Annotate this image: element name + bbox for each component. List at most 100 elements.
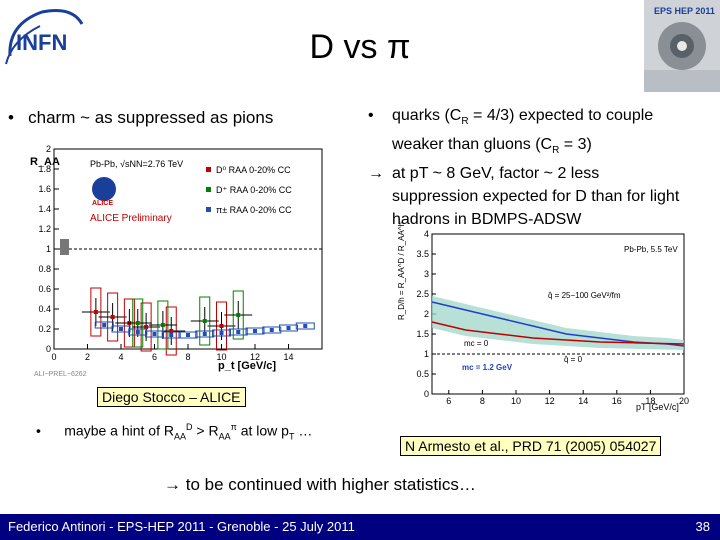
pion-point <box>236 330 241 334</box>
y-tick-label: 1 <box>424 349 429 359</box>
pion-point <box>253 329 257 333</box>
pion-point <box>186 333 190 337</box>
pion-syst-box <box>212 329 231 337</box>
dplus-point <box>160 323 165 327</box>
right-bullet-line: weaker than gluons (CR = 3) <box>392 136 592 157</box>
y-tick-label: 1 <box>46 244 51 254</box>
uncertainty-band <box>432 296 684 350</box>
preliminary-label: ALICE Preliminary <box>90 213 172 224</box>
right-bullet-line: • quarks (CR = 4/3) expected to couple <box>364 104 720 133</box>
x-tick-label: 0 <box>51 352 56 362</box>
legend-d0: D⁰ RAA 0-20% CC <box>216 165 291 175</box>
y-tick-label: 2.5 <box>416 289 429 299</box>
d0-point <box>93 310 98 314</box>
x-tick-label: 6 <box>152 352 157 362</box>
svg-text:ALICE: ALICE <box>92 200 113 207</box>
left-bullet-text: charm ~ as suppressed as pions <box>28 108 274 127</box>
legend-dplus: D⁺ RAA 0-20% CC <box>216 185 292 195</box>
x-tick-label: 2 <box>85 352 90 362</box>
continued-note: → to be continued with higher statistics… <box>164 475 476 494</box>
mc12-label: mc = 1.2 GeV <box>462 363 513 372</box>
x-tick-label: 20 <box>679 396 689 406</box>
x-tick-label: 10 <box>216 352 226 362</box>
pion-syst-box <box>161 331 181 339</box>
y-tick-label: 1.5 <box>416 329 429 339</box>
conference-logo: EPS HEP 2011 <box>644 0 720 92</box>
theory-ratio-plot: R_D/h = R_AA^D / R_AA^h pT [GeV/c] Pb-Pb… <box>397 220 696 416</box>
pion-point <box>303 324 308 328</box>
y-tick-label: 2 <box>424 309 429 319</box>
alice-raa-plot: R_AA p_t [GeV/c] Pb-Pb, √sNN=2.76 TeV AL… <box>28 143 334 383</box>
right-bullet-line: suppression expected for D than for ligh… <box>392 188 680 206</box>
y-axis-label: R_AA <box>30 156 60 168</box>
y-tick-label: 0.5 <box>416 369 429 379</box>
pion-point <box>152 332 157 336</box>
dplus-point <box>135 321 140 325</box>
plot-caption: ALI−PREL−6262 <box>34 371 87 378</box>
y-tick-label: 2 <box>46 144 51 154</box>
y-tick-label: 4 <box>424 229 429 239</box>
y-tick-label: 1.4 <box>38 204 51 214</box>
pion-syst-box <box>228 328 248 336</box>
d0-point <box>169 329 174 333</box>
d0-point <box>144 325 149 329</box>
y-tick-label: 0 <box>46 344 51 354</box>
y-tick-label: 1.8 <box>38 164 51 174</box>
pion-syst-box <box>279 324 298 332</box>
pion-point <box>219 331 224 335</box>
x-axis-label: pT [GeV/c] <box>636 402 679 412</box>
hint-bullet: • maybe a hint of RAAD > RAAπ at low pT … <box>36 422 313 442</box>
dplus-point <box>236 313 241 317</box>
arrow-icon: → <box>368 165 384 183</box>
normalization-box <box>60 239 69 255</box>
y-tick-label: 0.4 <box>38 304 51 314</box>
mc0-label: mc = 0 <box>464 339 489 348</box>
y-axis-label: R_D/h = R_AA^D / R_AA^h <box>398 222 406 320</box>
system-label: Pb-Pb, 5.5 TeV <box>624 245 678 254</box>
system-label: Pb-Pb, √sNN=2.76 TeV <box>90 159 183 169</box>
legend: D⁰ RAA 0-20% CC D⁺ RAA 0-20% CC π± RAA 0… <box>206 165 292 215</box>
x-tick-label: 8 <box>185 352 190 362</box>
x-tick-label: 14 <box>283 352 293 362</box>
y-tick-label: 3 <box>424 269 429 279</box>
y-tick-label: 0 <box>424 389 429 399</box>
page-number: 38 <box>695 519 710 534</box>
logo-text: INFN <box>16 30 67 55</box>
right-bullet-line: hadrons in BDMPS-ADSW <box>392 211 582 229</box>
left-bullet: • charm ~ as suppressed as pions <box>8 106 348 129</box>
pion-syst-box <box>195 330 215 338</box>
pion-syst-box <box>262 326 282 334</box>
bullet-marker: • <box>36 422 41 439</box>
pion-point <box>135 330 140 334</box>
x-tick-label: 8 <box>480 396 485 406</box>
pion-syst-box <box>178 331 198 339</box>
legend-marker-d0 <box>206 167 211 172</box>
dplus-point <box>202 319 207 323</box>
pion-point <box>119 327 123 331</box>
x-tick-label: 4 <box>118 352 123 362</box>
pion-point <box>269 328 274 332</box>
slide-title: D vs π <box>309 28 411 66</box>
legend-pion: π± RAA 0-20% CC <box>216 205 292 215</box>
right-bullets: • quarks (CR = 4/3) expected to couple w… <box>364 104 720 231</box>
x-axis-label: p_t [GeV/c] <box>218 360 276 372</box>
qhat0-label: q̂ = 0 <box>564 355 583 364</box>
d0-point <box>219 324 224 328</box>
pion-syst-box <box>245 327 265 335</box>
pion-point <box>169 333 174 337</box>
pion-point <box>202 332 207 336</box>
conference-logo-text: EPS HEP 2011 <box>654 6 715 16</box>
footer-text: Federico Antinori - EPS-HEP 2011 - Greno… <box>0 514 390 540</box>
bullet-marker: • <box>368 107 374 124</box>
bullet-marker: • <box>8 108 14 127</box>
infn-logo: INFN <box>2 4 84 76</box>
y-tick-label: 1.6 <box>38 184 51 194</box>
pion-point <box>286 326 291 330</box>
pion-syst-box <box>128 328 148 336</box>
x-tick-label: 18 <box>645 396 655 406</box>
pion-syst-box <box>295 322 315 330</box>
x-tick-label: 14 <box>578 396 588 406</box>
alice-logo: ALICE <box>92 177 116 207</box>
legend-marker-pion <box>206 207 211 212</box>
y-tick-label: 3.5 <box>416 249 429 259</box>
